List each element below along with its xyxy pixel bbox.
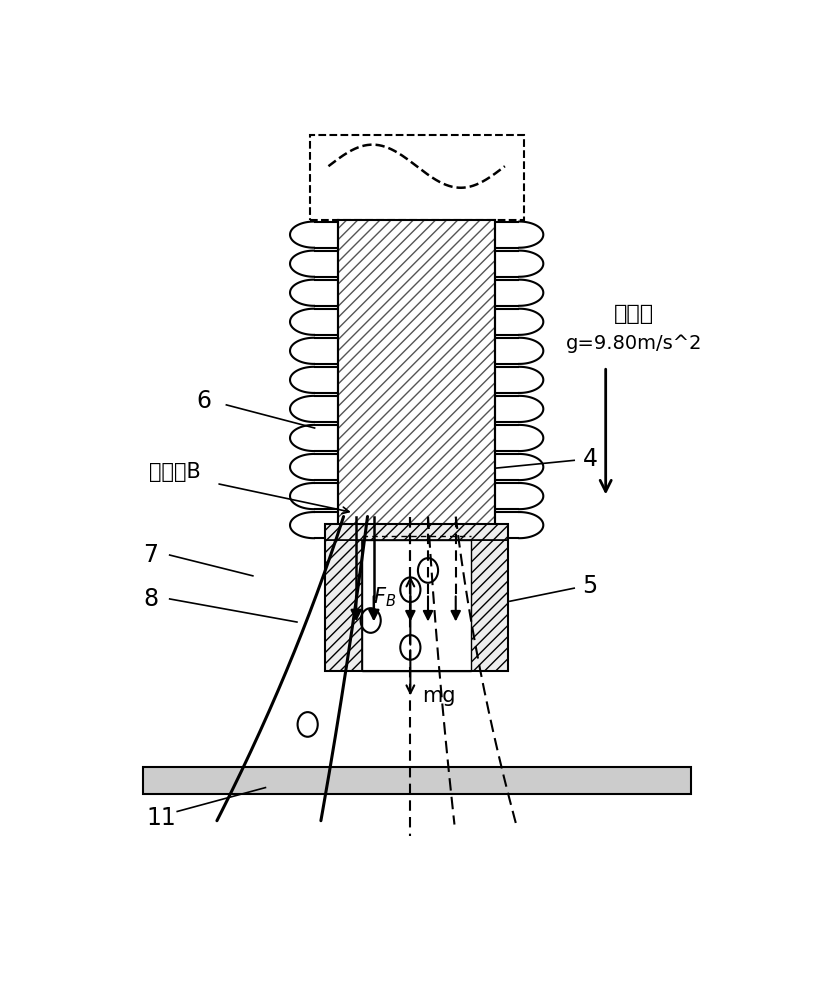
Bar	[362, 540, 472, 671]
Text: $F_B$: $F_B$	[372, 586, 396, 609]
Text: 6: 6	[197, 389, 212, 413]
Bar	[338, 220, 495, 540]
Bar	[142, 767, 691, 794]
Text: 重力圻: 重力圻	[614, 304, 654, 324]
Text: 4: 4	[582, 447, 598, 471]
Bar	[325, 524, 508, 540]
Text: 电磁圻B: 电磁圻B	[149, 462, 201, 482]
Text: g=9.80m/s^2: g=9.80m/s^2	[566, 334, 702, 353]
Text: 5: 5	[582, 574, 598, 598]
Bar	[325, 524, 508, 671]
Bar	[338, 220, 495, 540]
Text: 11: 11	[146, 806, 176, 830]
Bar	[310, 135, 524, 220]
Bar	[338, 220, 495, 540]
Bar	[362, 540, 472, 671]
Bar	[325, 540, 362, 671]
Bar	[472, 540, 508, 671]
Text: 8: 8	[143, 587, 159, 611]
Text: mg: mg	[422, 686, 455, 706]
Text: 7: 7	[143, 543, 159, 567]
